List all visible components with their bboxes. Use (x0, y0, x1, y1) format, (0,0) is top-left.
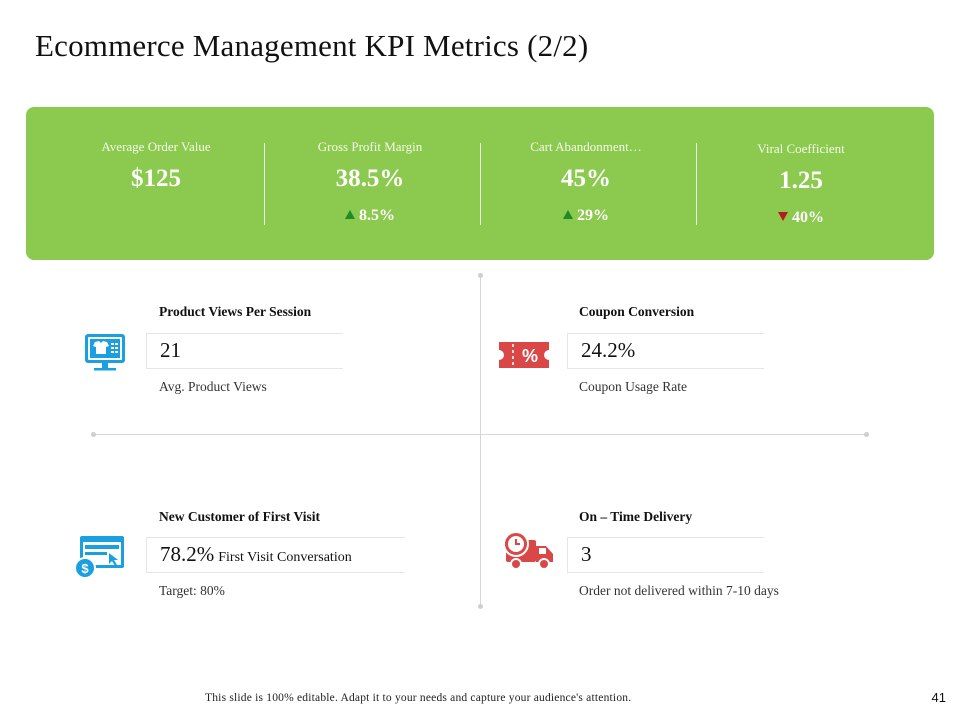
divider (264, 143, 265, 225)
metric-value: 45% (561, 165, 611, 192)
coupon-percent-icon: % (499, 342, 549, 368)
divider-dot (91, 432, 96, 437)
horizontal-divider (94, 434, 866, 435)
kpi-value-box: 24.2% (567, 333, 764, 369)
footer-note: This slide is 100% editable. Adapt it to… (205, 692, 632, 704)
kpi-value-box: 78.2% First Visit Conversation (146, 537, 405, 573)
metric-label: Viral Coefficient (757, 141, 845, 156)
arrow-up-icon (563, 210, 573, 219)
kpi-title: Coupon Conversion (579, 304, 695, 319)
summary-banner: Average Order Value $125 Gross Profit Ma… (26, 107, 934, 260)
kpi-title: On – Time Delivery (579, 509, 693, 524)
vertical-divider (480, 276, 481, 606)
metric-change: 29% (478, 207, 694, 225)
kpi-value: 78.2% First Visit Conversation (160, 542, 352, 566)
page-title: Ecommerce Management KPI Metrics (2/2) (35, 28, 589, 63)
page-number: 41 (931, 690, 946, 705)
svg-text:$: $ (81, 561, 89, 576)
kpi-value-box: 3 (567, 537, 764, 573)
kpi-value: 21 (160, 338, 181, 362)
metric-label: Gross Profit Margin (317, 139, 423, 154)
delivery-truck-clock-icon (503, 531, 553, 570)
divider (480, 143, 481, 225)
arrow-up-icon (345, 210, 355, 219)
divider-dot (864, 432, 869, 437)
arrow-down-icon (778, 212, 788, 221)
divider-dot (478, 273, 483, 278)
divider-dot (478, 604, 483, 609)
kpi-title: New Customer of First Visit (159, 509, 320, 524)
monitor-shirt-icon (85, 334, 125, 371)
metric-change: 40% (693, 209, 909, 227)
kpi-value-extra: First Visit Conversation (218, 550, 352, 565)
kpi-title: Product Views Per Session (159, 304, 312, 319)
metric-label: Average Order Value (101, 139, 211, 154)
metric-value: 1.25 (779, 167, 823, 194)
metric-value: $125 (131, 165, 181, 192)
kpi-subtitle: Order not delivered within 7-10 days (579, 583, 779, 598)
metric-change: 8.5% (262, 207, 478, 225)
kpi-value: 24.2% (581, 338, 636, 362)
kpi-subtitle: Coupon Usage Rate (579, 379, 687, 394)
kpi-subtitle: Avg. Product Views (159, 379, 267, 394)
metric-value: 38.5% (335, 165, 405, 192)
svg-text:%: % (522, 346, 538, 366)
metric-label: Cart Abandonment… (530, 139, 642, 154)
kpi-value-box: 21 (146, 333, 343, 369)
kpi-subtitle: Target: 80% (159, 583, 225, 598)
browser-dollar-icon: $ (74, 536, 124, 579)
kpi-value: 3 (581, 542, 592, 566)
divider (696, 143, 697, 225)
